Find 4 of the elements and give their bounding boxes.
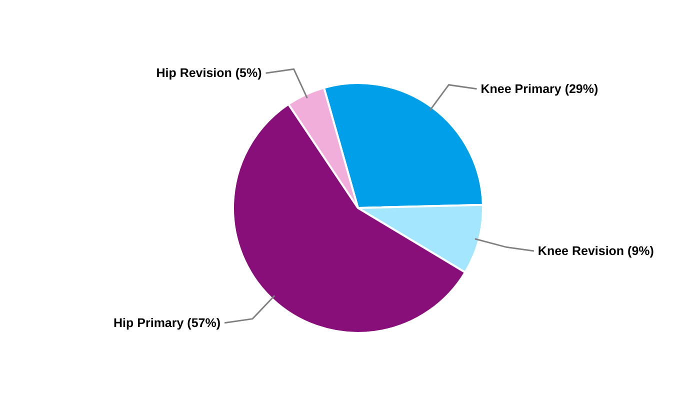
slice-label: Hip Revision (5%) [156, 66, 262, 80]
slice-label: Knee Revision (9%) [538, 244, 654, 258]
slice-label: Hip Primary (57%) [114, 316, 221, 330]
slice-label: Knee Primary (29%) [480, 82, 598, 96]
